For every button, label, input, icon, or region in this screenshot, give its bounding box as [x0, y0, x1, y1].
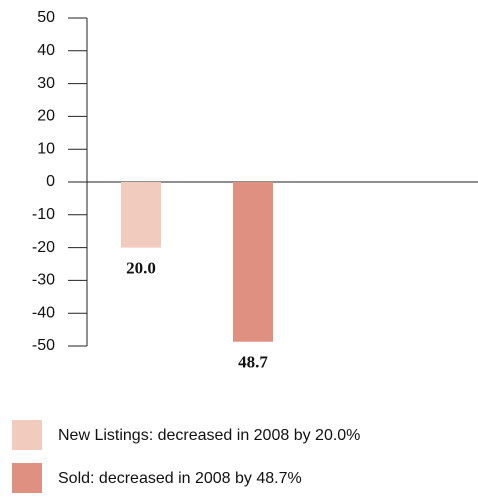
y-tick-label: -40: [32, 304, 55, 321]
y-tick-label: 20: [37, 108, 55, 125]
y-tick-label: -50: [32, 337, 55, 354]
y-tick-label: 10: [37, 140, 55, 157]
y-tick-label: 40: [37, 42, 55, 59]
y-tick-label: 50: [37, 9, 55, 26]
y-tick-label: -10: [32, 206, 55, 223]
y-tick-label: -20: [32, 239, 55, 256]
legend-swatch: [12, 420, 42, 450]
y-tick-label: 0: [46, 173, 55, 190]
legend-swatch: [12, 463, 42, 493]
bar: [121, 182, 161, 248]
y-tick-label: 30: [37, 75, 55, 92]
legend-label: Sold: decreased in 2008 by 48.7%: [58, 470, 302, 487]
legend-label: New Listings: decreased in 2008 by 20.0%: [58, 427, 360, 444]
value-label: 48.7: [238, 353, 268, 372]
bar: [233, 182, 273, 342]
y-tick-label: -30: [32, 272, 55, 289]
value-label: 20.0: [126, 259, 156, 278]
